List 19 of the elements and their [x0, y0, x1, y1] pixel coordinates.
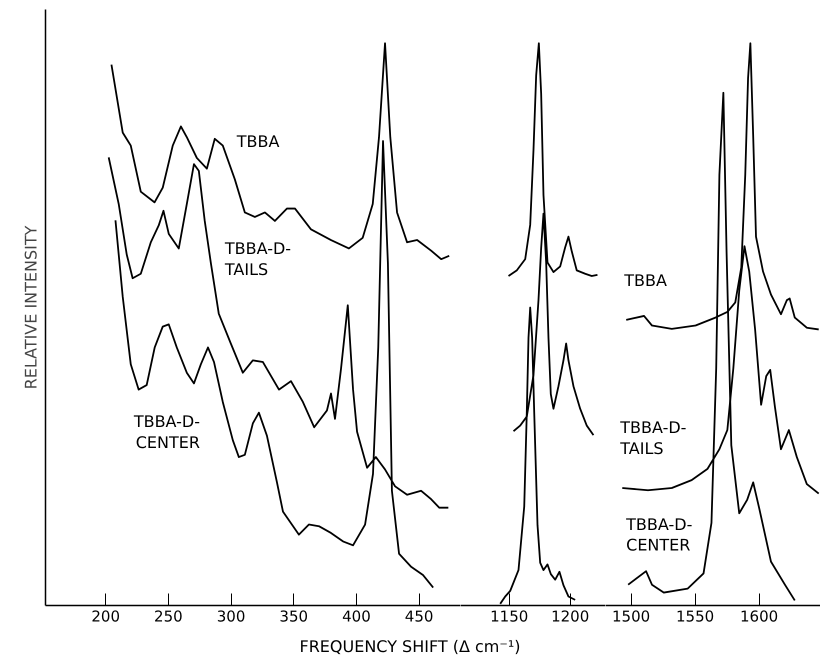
x-tick-label: 300 — [216, 608, 246, 626]
series-label: TBBA — [623, 270, 667, 290]
series-label: TBBA-D-CENTER — [625, 514, 692, 555]
series-label: TBBA-D-TAILS — [224, 239, 292, 280]
y-axis-title: RELATIVE INTENSITY — [22, 225, 40, 390]
x-tick-label: 450 — [404, 608, 434, 626]
series-label: TBBA-D-CENTER — [132, 412, 200, 452]
x-axis-title: FREQUENCY SHIFT (Δ cm⁻¹) — [298, 636, 522, 658]
x-tick-label: 350 — [279, 608, 308, 626]
x-tick-label: 250 — [154, 608, 183, 626]
x-tick-label: 1550 — [676, 608, 714, 626]
x-tick-label: 1200 — [551, 608, 590, 626]
x-tick-label: 1150 — [490, 608, 528, 626]
x-tick-label: 400 — [342, 608, 371, 626]
series-label: TBBA-D-TAILS — [619, 418, 686, 458]
x-tick-label: 1500 — [612, 608, 650, 626]
x-tick-label: 200 — [91, 608, 120, 626]
series-label: TBBA — [236, 132, 280, 152]
x-tick-label: 1600 — [740, 608, 778, 626]
